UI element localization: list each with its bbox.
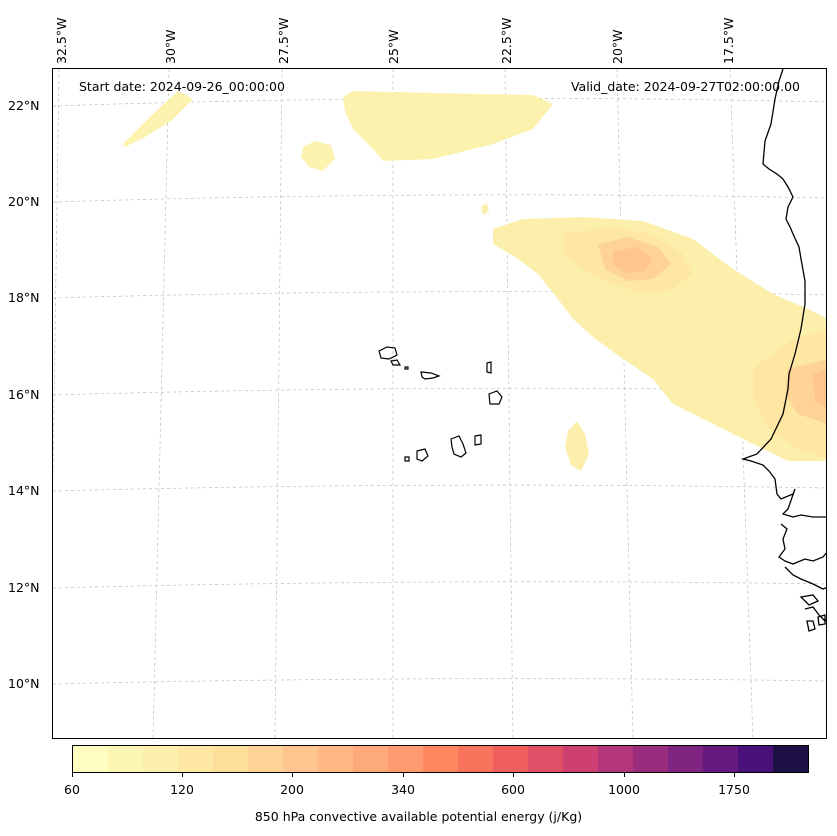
colorbar-tick-60: 60 <box>64 782 80 797</box>
map-canvas <box>53 69 826 738</box>
colorbar-segment <box>493 746 528 772</box>
colorbar-tick-340: 340 <box>391 782 415 797</box>
colorbar-segment <box>388 746 423 772</box>
coastline-gambia-guinea <box>778 523 826 565</box>
colorbar-tick-mark-1750 <box>734 773 735 777</box>
island-sao-vicente <box>390 359 402 366</box>
cape-area-northwest <box>123 91 193 147</box>
lat-label-16n: 16°N <box>8 387 40 402</box>
lat-label-12n: 12°N <box>8 580 40 595</box>
lat-label-22n: 22°N <box>8 98 40 113</box>
gridline-lon-17-5w <box>729 69 754 738</box>
coastline-islands-south <box>799 594 826 632</box>
valid-date-label: Valid_date: 2024-09-27T02:00:00.00 <box>570 79 800 94</box>
lat-label-10n: 10°N <box>8 676 40 691</box>
colorbar-segment <box>73 746 108 772</box>
cape-field <box>123 91 826 471</box>
coastline-mauritania-senegal <box>740 69 826 518</box>
island-santo-antao <box>378 346 398 360</box>
colorbar-segment <box>703 746 738 772</box>
cape-area-small-speck <box>481 203 489 215</box>
cape-area-tongue <box>628 319 678 341</box>
lat-label-14n: 14°N <box>8 483 40 498</box>
island-maio <box>474 434 482 446</box>
colorbar-segment <box>143 746 178 772</box>
colorbar-segment <box>213 746 248 772</box>
gridline-lat-14n <box>53 484 826 492</box>
colorbar-segment <box>318 746 353 772</box>
cape-verde-islands <box>378 346 503 462</box>
colorbar-segment <box>178 746 213 772</box>
gridline-lon-32-5w <box>53 69 60 496</box>
gridline-lon-30w <box>152 69 170 738</box>
colorbar-label: 850 hPa convective available potential e… <box>254 809 583 824</box>
colorbar-tick-mark-600 <box>513 773 514 777</box>
gridlines <box>53 69 826 738</box>
colorbar-tick-mark-60 <box>72 773 73 777</box>
cape-area-south-blob <box>565 421 589 471</box>
lat-label-20n: 20°N <box>8 194 40 209</box>
lon-label-25w: 25°W <box>386 29 401 64</box>
colorbar-segment <box>598 746 633 772</box>
island-santa-luzia <box>404 366 409 370</box>
colorbar-tick-mark-200 <box>292 773 293 777</box>
colorbar-segment <box>353 746 388 772</box>
cape-area-north-top <box>343 91 553 161</box>
colorbar-tick-120: 120 <box>170 782 194 797</box>
gridline-lat-12n <box>53 581 826 589</box>
cape-area-core-north-inner <box>613 247 653 273</box>
colorbar-segment <box>423 746 458 772</box>
island-santiago <box>450 435 467 458</box>
colorbar-segment <box>773 746 808 772</box>
gridline-lat-16n <box>53 387 826 396</box>
colorbar-segment <box>563 746 598 772</box>
colorbar-segment <box>458 746 493 772</box>
colorbar-segment <box>528 746 563 772</box>
cape-area-small-blob <box>301 141 335 171</box>
gridline-lon-20w <box>616 69 634 738</box>
colorbar-segment <box>108 746 143 772</box>
lon-label-17-5w: 17.5°W <box>721 17 736 64</box>
colorbar <box>72 745 809 773</box>
lon-label-30w: 30°W <box>163 29 178 64</box>
gridline-lat-10n <box>53 678 826 685</box>
colorbar-segment <box>738 746 773 772</box>
colorbar-tick-mark-1000 <box>624 773 625 777</box>
island-sao-nicolau <box>420 371 441 380</box>
colorbar-segment <box>633 746 668 772</box>
island-sal <box>486 361 492 374</box>
colorbar-tick-mark-120 <box>182 773 183 777</box>
colorbar-tick-mark-340 <box>403 773 404 777</box>
colorbar-segment <box>283 746 318 772</box>
africa-coastline <box>740 69 826 632</box>
cape-area-east-inner <box>813 369 826 408</box>
lat-label-18n: 18°N <box>8 290 40 305</box>
island-brava <box>404 456 410 462</box>
start-date-label: Start date: 2024-09-26_00:00:00 <box>79 79 285 94</box>
colorbar-tick-600: 600 <box>501 782 525 797</box>
gridline-lon-27-5w <box>274 69 283 738</box>
colorbar-segment <box>668 746 703 772</box>
colorbar-tick-200: 200 <box>280 782 304 797</box>
gridline-lat-22n <box>53 97 826 107</box>
lon-label-20w: 20°W <box>610 29 625 64</box>
map-frame: Start date: 2024-09-26_00:00:00 Valid_da… <box>52 68 827 739</box>
island-fogo <box>416 448 429 462</box>
lon-label-27-5w: 27.5°W <box>276 17 291 64</box>
colorbar-tick-1750: 1750 <box>718 782 750 797</box>
gridline-lat-18n <box>53 291 826 299</box>
gridline-lat-20n <box>53 194 826 203</box>
gridline-lon-22-5w <box>504 69 514 738</box>
lon-label-22-5w: 22.5°W <box>499 17 514 64</box>
coastline-guinea-bissau <box>784 566 826 590</box>
lon-label-32-5w: 32.5°W <box>54 17 69 64</box>
colorbar-tick-1000: 1000 <box>608 782 640 797</box>
island-boa-vista <box>488 390 503 405</box>
colorbar-segment <box>248 746 283 772</box>
